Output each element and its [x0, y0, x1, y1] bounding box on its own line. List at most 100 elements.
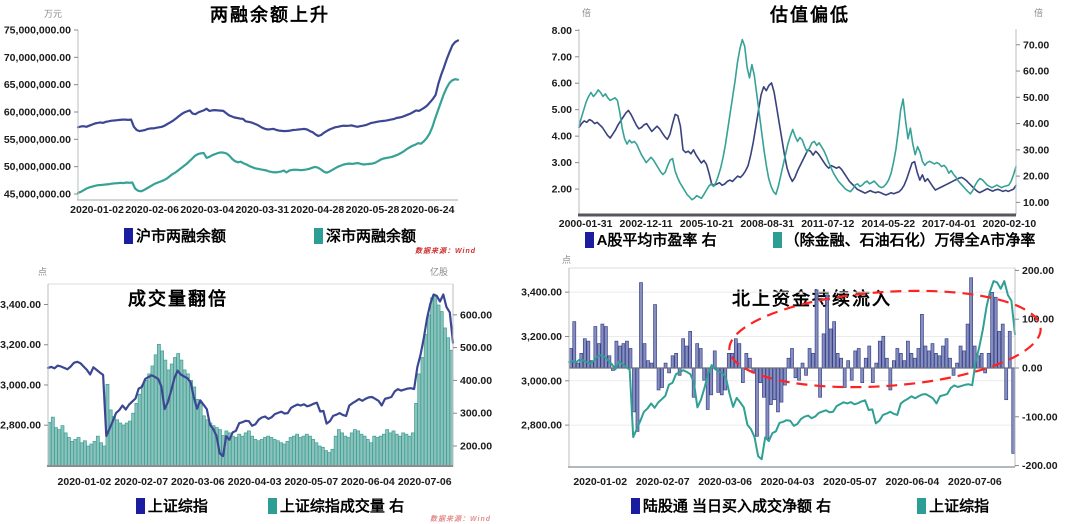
data-source-note: 数据来源：Wind — [430, 516, 492, 523]
chart-valuation: 估值偏低 倍 倍 8.00 7.00 6.00 5.00 4.00 3.00 2.00 70.… — [540, 0, 1080, 252]
svg-text:2017-04-01: 2017-04-01 — [922, 218, 976, 230]
legend-item: A股平均市盈率 右 — [584, 229, 717, 250]
legend: 陆股通 当日买入成交净额 右 上证综指 — [540, 495, 1080, 516]
legend-swatch — [917, 497, 927, 514]
svg-text:2005-10-21: 2005-10-21 — [680, 218, 734, 230]
right-axis-unit: 亿股 — [430, 267, 449, 277]
legend-swatch — [314, 227, 323, 244]
legend-label: 上证综指成交量 右 — [279, 498, 405, 515]
legend-item: 陆股通 当日买入成交净额 右 — [630, 495, 832, 516]
legend: 上证综指 上证综指成交量 右 — [0, 495, 540, 516]
svg-text:60.00: 60.00 — [1023, 66, 1049, 78]
svg-text:50,000,000.00: 50,000,000.00 — [4, 161, 71, 173]
svg-text:-100.00: -100.00 — [1022, 411, 1058, 423]
svg-text:75,000,000.00: 75,000,000.00 — [4, 25, 71, 37]
svg-text:65,000,000.00: 65,000,000.00 — [4, 79, 71, 91]
legend-swatch — [135, 497, 145, 514]
legend-label: A股平均市盈率 右 — [596, 232, 717, 249]
svg-text:2.00: 2.00 — [552, 184, 573, 196]
legend-swatch — [123, 227, 133, 244]
svg-text:0.00: 0.00 — [1022, 363, 1043, 375]
svg-text:2020-06-04: 2020-06-04 — [886, 476, 940, 488]
legend-item: 上证综指 — [917, 495, 989, 516]
volume-plot: 3,400.00 3,200.00 3,000.00 2,800.00 600.00 50… — [0, 283, 492, 488]
svg-text:70,000,000.00: 70,000,000.00 — [4, 52, 71, 64]
svg-text:400.00: 400.00 — [460, 375, 492, 387]
northbound-flow-plot: 3,400.003,200.003,000.002,800.00200.0010… — [521, 265, 1058, 488]
svg-text:2020-04-03: 2020-04-03 — [761, 476, 815, 488]
svg-text:10.00: 10.00 — [1023, 197, 1049, 209]
svg-text:60,000,000.00: 60,000,000.00 — [4, 107, 71, 119]
svg-text:2020-06-04: 2020-06-04 — [341, 476, 395, 488]
svg-text:2008-08-31: 2008-08-31 — [740, 218, 794, 230]
legend-item: 上证综指成交量 右 — [267, 495, 405, 516]
svg-text:2020-03-31: 2020-03-31 — [235, 204, 289, 216]
svg-text:55,000,000.00: 55,000,000.00 — [4, 134, 71, 146]
svg-text:2020-03-06: 2020-03-06 — [698, 476, 752, 488]
legend-label: （除金融、石油石化）万得全A市净率 — [784, 232, 1036, 249]
left-axis-unit: 万元 — [44, 9, 63, 19]
svg-text:2020-02-07: 2020-02-07 — [114, 476, 168, 488]
chart-volume: 成交量翻倍 点 亿股 3,400.00 3,200.00 3,000.00 2,800… — [0, 252, 540, 521]
svg-text:500.00: 500.00 — [460, 342, 492, 354]
chart-margin-balance: 两融余额上升 万元 75,000,000.00 70,000,000.00 65,0… — [0, 0, 540, 252]
legend: 沪市两融余额 深市两融余额 — [0, 225, 540, 246]
svg-text:2020-04-28: 2020-04-28 — [291, 204, 345, 216]
svg-text:5.00: 5.00 — [552, 104, 573, 116]
legend-item: 深市两融余额 — [314, 225, 416, 246]
svg-text:2020-03-04: 2020-03-04 — [180, 204, 234, 216]
svg-text:70.00: 70.00 — [1023, 39, 1049, 51]
svg-text:3,000.00: 3,000.00 — [521, 375, 562, 387]
svg-text:3,400.00: 3,400.00 — [521, 287, 562, 299]
svg-text:3,400.00: 3,400.00 — [0, 299, 41, 311]
svg-text:2020-04-03: 2020-04-03 — [228, 476, 282, 488]
svg-text:3.00: 3.00 — [552, 157, 573, 169]
legend-swatch — [584, 231, 594, 248]
legend-item: 上证综指 — [135, 495, 208, 516]
legend-label: 深市两融余额 — [326, 228, 417, 245]
svg-text:4.00: 4.00 — [552, 131, 573, 143]
data-source-note: 数据来源：Wind — [415, 248, 477, 255]
svg-text:2014-05-22: 2014-05-22 — [861, 218, 915, 230]
svg-text:20.00: 20.00 — [1023, 171, 1049, 183]
svg-text:2011-07-12: 2011-07-12 — [801, 218, 854, 230]
svg-text:40.00: 40.00 — [1023, 118, 1049, 130]
left-axis-unit: 点 — [38, 267, 48, 277]
svg-text:7.00: 7.00 — [552, 51, 573, 63]
svg-text:8.00: 8.00 — [552, 25, 573, 37]
svg-text:2020-06-24: 2020-06-24 — [401, 204, 455, 216]
legend-swatch — [630, 497, 640, 514]
svg-text:-200.00: -200.00 — [1022, 460, 1058, 472]
right-axis-unit: 倍 — [1034, 8, 1044, 18]
svg-text:200.00: 200.00 — [1022, 265, 1054, 277]
svg-text:2,800.00: 2,800.00 — [0, 420, 41, 432]
svg-text:30.00: 30.00 — [1023, 144, 1049, 156]
legend-swatch — [267, 497, 277, 514]
svg-text:2000-01-31: 2000-01-31 — [559, 218, 613, 230]
svg-text:2020-07-06: 2020-07-06 — [948, 476, 1002, 488]
svg-text:2020-01-02: 2020-01-02 — [70, 204, 124, 216]
legend-label: 沪市两融余额 — [135, 228, 226, 245]
legend-item: 沪市两融余额 — [123, 225, 226, 246]
legend-label: 上证综指 — [929, 498, 990, 515]
chart-title: 估值偏低 — [770, 5, 850, 26]
svg-text:45,000,000.00: 45,000,000.00 — [4, 189, 71, 201]
svg-text:2020-01-02: 2020-01-02 — [573, 476, 627, 488]
svg-text:200.00: 200.00 — [460, 441, 492, 453]
chart-northbound-flow: 北上资金持续流入 点 3,400.00 3,200.00 3,000.00 2,800… — [521, 252, 1080, 521]
legend-label: 陆股通 当日买入成交净额 右 — [642, 498, 832, 515]
svg-text:2020-07-06: 2020-07-06 — [398, 476, 452, 488]
chart-title: 两融余额上升 — [210, 5, 330, 26]
svg-text:2002-12-11: 2002-12-11 — [620, 218, 673, 230]
left-axis-unit: 倍 — [582, 8, 592, 18]
left-axis-unit: 点 — [562, 255, 572, 265]
svg-text:2020-02-10: 2020-02-10 — [983, 218, 1037, 230]
svg-text:2020-01-02: 2020-01-02 — [58, 476, 112, 488]
legend: A股平均市盈率 右 （除金融、石油石化）万得全A市净率 — [540, 229, 1080, 250]
svg-text:6.00: 6.00 — [552, 78, 573, 90]
svg-text:3,200.00: 3,200.00 — [0, 339, 41, 351]
svg-text:2020-02-07: 2020-02-07 — [636, 476, 690, 488]
svg-text:2020-03-06: 2020-03-06 — [171, 476, 225, 488]
legend-label: 上证综指 — [147, 498, 208, 515]
chart-title: 成交量翻倍 — [128, 289, 228, 310]
